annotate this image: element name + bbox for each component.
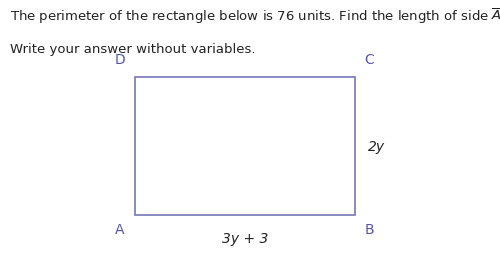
Text: The perimeter of the rectangle below is 76 units. Find the length of side $\over: The perimeter of the rectangle below is … [10, 7, 500, 26]
Text: A: A [116, 223, 125, 236]
Text: B: B [364, 223, 374, 236]
Text: 3y + 3: 3y + 3 [222, 232, 268, 246]
Text: 2y: 2y [368, 140, 384, 154]
Text: D: D [114, 54, 126, 67]
Text: C: C [364, 54, 374, 67]
Text: Write your answer without variables.: Write your answer without variables. [10, 43, 256, 56]
Bar [135, 77, 355, 214]
